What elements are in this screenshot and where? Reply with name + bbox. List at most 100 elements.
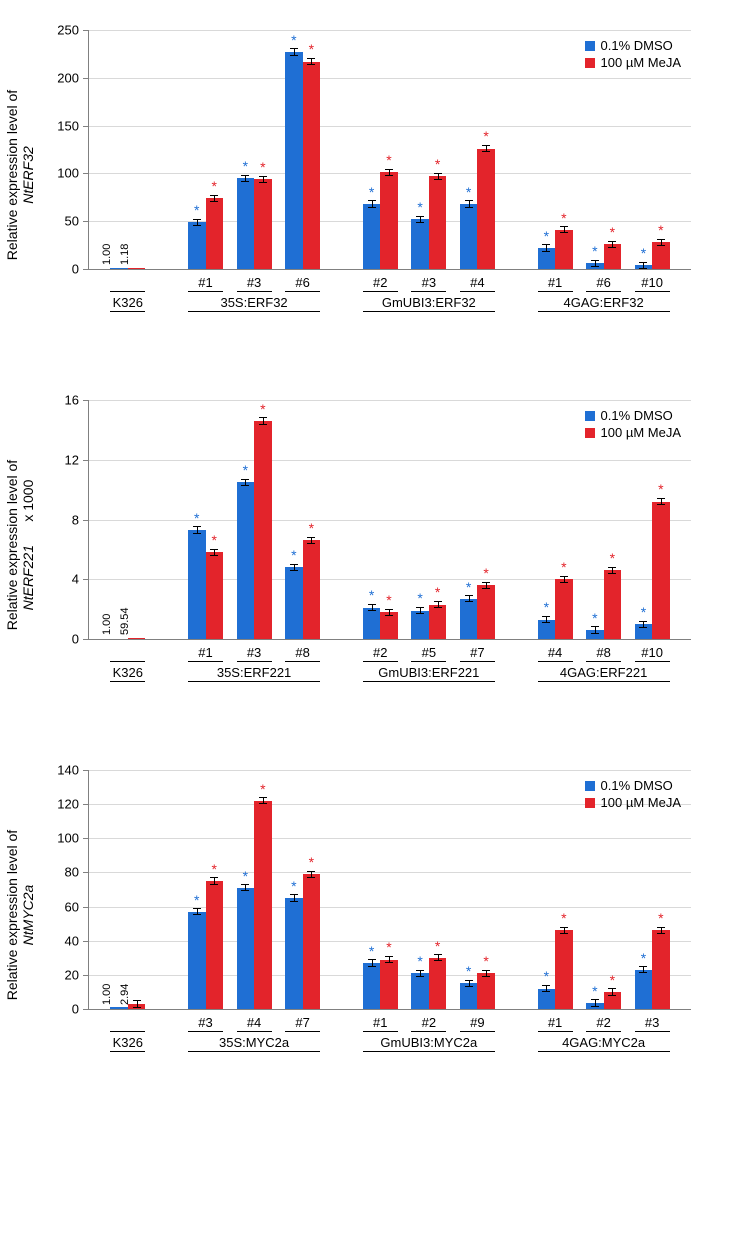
y-tick (83, 78, 89, 79)
x-group-underline (188, 1051, 320, 1052)
error-bar (241, 884, 249, 891)
x-sub-label: #8 (596, 645, 610, 660)
x-sub-label: #2 (373, 275, 387, 290)
x-sub-label: #4 (247, 1015, 261, 1030)
y-tick (83, 460, 89, 461)
bar-dmso (411, 219, 428, 269)
error-bar (368, 604, 376, 611)
x-sub-underline (538, 291, 573, 292)
gridline (89, 520, 691, 521)
bar-value-label: 1.00 (101, 984, 113, 1005)
error-bar (368, 200, 376, 207)
significance-star: * (435, 941, 440, 951)
error-bar (385, 169, 393, 176)
bar-dmso (285, 52, 302, 269)
error-bar (639, 621, 647, 628)
bar-dmso (460, 204, 477, 269)
y-tick-label: 16 (65, 393, 79, 408)
bar-value-label: 1.00 (101, 244, 113, 265)
x-group-underline (538, 1051, 670, 1052)
significance-star: * (466, 582, 471, 592)
significance-star: * (658, 913, 663, 923)
y-tick-label: 8 (72, 512, 79, 527)
bar-meja (652, 930, 669, 1009)
x-sub-label: #5 (422, 645, 436, 660)
chart-NtERF32: Relative expression level ofNtERF3205010… (10, 20, 721, 330)
x-sub-label: #4 (470, 275, 484, 290)
error-bar (657, 927, 665, 934)
legend: 0.1% DMSO100 µM MeJA (585, 408, 681, 442)
y-tick (83, 907, 89, 908)
x-sub-label: #8 (295, 645, 309, 660)
legend-swatch-meja (585, 798, 595, 808)
y-tick-label: 150 (57, 118, 79, 133)
error-bar (210, 877, 218, 884)
bar-meja (254, 179, 271, 269)
bar-meja (206, 552, 223, 639)
y-tick (83, 400, 89, 401)
bar-dmso (110, 1007, 127, 1009)
x-sub-label: #3 (247, 275, 261, 290)
bar-dmso (285, 898, 302, 1009)
x-sub-underline (363, 1031, 398, 1032)
x-sub-underline (460, 291, 495, 292)
y-tick (83, 770, 89, 771)
significance-star: * (658, 484, 663, 494)
significance-star: * (291, 35, 296, 45)
x-group-label: K326 (113, 295, 143, 310)
error-bar (560, 226, 568, 233)
bar-dmso (285, 567, 302, 639)
bar-dmso (188, 912, 205, 1009)
significance-star: * (309, 857, 314, 867)
x-sub-underline (110, 1031, 145, 1032)
legend-swatch-dmso (585, 41, 595, 51)
x-sub-underline (285, 661, 320, 662)
x-sub-underline (110, 661, 145, 662)
error-bar (434, 173, 442, 180)
x-group-label: K326 (113, 665, 143, 680)
significance-star: * (369, 187, 374, 197)
y-tick (83, 579, 89, 580)
bar-meja (652, 502, 669, 639)
bar-dmso (635, 970, 652, 1009)
bar-meja (429, 958, 446, 1009)
significance-star: * (194, 205, 199, 215)
significance-star: * (544, 971, 549, 981)
gridline (89, 838, 691, 839)
error-bar (465, 595, 473, 602)
x-sub-underline (411, 1031, 446, 1032)
legend-meja: 100 µM MeJA (585, 795, 681, 810)
bar-meja (555, 230, 572, 269)
x-sub-underline (285, 291, 320, 292)
x-group-label: 4GAG:ERF221 (560, 665, 647, 680)
y-tick-label: 80 (65, 865, 79, 880)
x-group-label: K326 (113, 1035, 143, 1050)
error-bar (241, 175, 249, 182)
x-sub-underline (110, 291, 145, 292)
x-sub-label: #3 (198, 1015, 212, 1030)
bar-meja (380, 612, 397, 639)
bar-meja (555, 930, 572, 1009)
error-bar (307, 58, 315, 65)
y-tick (83, 173, 89, 174)
significance-star: * (466, 966, 471, 976)
bar-meja (380, 960, 397, 1010)
x-sub-underline (411, 291, 446, 292)
bar-dmso (237, 482, 254, 639)
bar-meja (604, 570, 621, 639)
legend-dmso: 0.1% DMSO (585, 408, 681, 423)
error-bar (193, 908, 201, 915)
significance-star: * (194, 895, 199, 905)
significance-star: * (291, 881, 296, 891)
x-sub-underline (237, 661, 272, 662)
x-sub-label: #1 (198, 275, 212, 290)
x-sub-label: #1 (373, 1015, 387, 1030)
x-sub-label: #4 (548, 645, 562, 660)
y-axis-label: Relative expression level ofNtERF221 x 1… (4, 415, 36, 675)
y-tick-label: 60 (65, 899, 79, 914)
y-tick (83, 221, 89, 222)
significance-star: * (417, 593, 422, 603)
legend-label-dmso: 0.1% DMSO (601, 38, 673, 53)
error-bar (259, 797, 267, 804)
error-bar (465, 200, 473, 207)
